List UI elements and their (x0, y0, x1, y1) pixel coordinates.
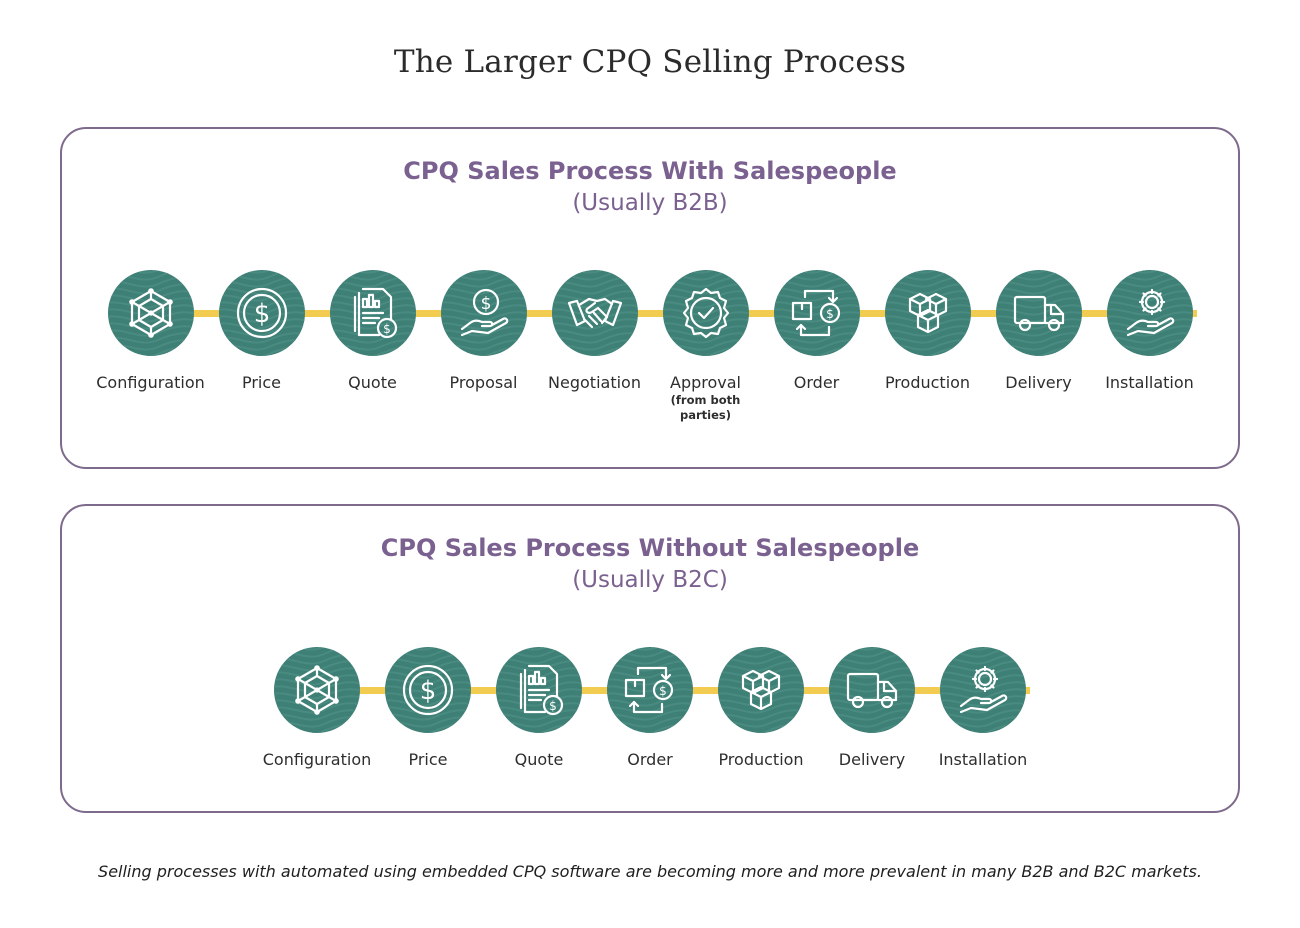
svg-text:$: $ (826, 307, 834, 321)
process-step: Production (706, 647, 817, 769)
process-step: Installation (1094, 270, 1205, 423)
circle-texture (385, 647, 471, 733)
step-circle: $ (440, 270, 527, 356)
hand-gear-icon (1126, 288, 1174, 337)
boxes-icon (908, 292, 947, 334)
hand-gear-icon (959, 665, 1008, 714)
step-label: Production (718, 750, 804, 769)
step-label: Order (627, 750, 673, 769)
step-circle (718, 647, 804, 733)
process-step: Approval (from both parties) (650, 270, 761, 423)
quote-document-icon: $ (519, 664, 564, 716)
process-steps: Configuration $ Price $ Quote $ Order Produ… (62, 647, 1238, 769)
delivery-truck-icon (1013, 295, 1064, 332)
step-label: Price (408, 750, 448, 769)
process-step: $ Quote (484, 647, 595, 769)
step-circle (1106, 270, 1193, 356)
step-circle: $ (385, 647, 471, 733)
process-step: Delivery (817, 647, 928, 769)
step-circle (884, 270, 971, 356)
step-circle: $ (607, 647, 693, 733)
step-label: Order (793, 373, 840, 392)
process-step: Production (872, 270, 983, 423)
process-step: $ Price (206, 270, 317, 423)
panel-with-salespeople: CPQ Sales Process With Salespeople (Usua… (60, 127, 1240, 469)
circle-texture (107, 270, 194, 356)
step-label: Quote (514, 750, 564, 769)
circle-texture (662, 270, 749, 356)
dollar-coin-icon: $ (402, 664, 454, 716)
step-label: Delivery (838, 750, 906, 769)
page-title: The Larger CPQ Selling Process (393, 44, 907, 80)
circle-texture (329, 270, 416, 356)
process-step: $ Quote (317, 270, 428, 423)
step-circle (662, 270, 749, 356)
step-label: Approval (670, 373, 741, 392)
process-steps: Configuration $ Price $ Quote $ Proposal Ne… (62, 270, 1238, 423)
step-label: Proposal (449, 373, 518, 392)
step-circle: $ (329, 270, 416, 356)
network-cube-icon (295, 665, 339, 715)
process-step: $ Price (373, 647, 484, 769)
process-step: $ Order (761, 270, 872, 423)
svg-text:$: $ (480, 294, 491, 314)
hand-coin-icon: $ (460, 288, 508, 337)
process-step: Negotiation (539, 270, 650, 423)
process-step: Delivery (983, 270, 1094, 423)
step-circle: $ (773, 270, 860, 356)
process-step: Installation (928, 647, 1039, 769)
step-label: Configuration (96, 373, 205, 392)
step-circle (995, 270, 1082, 356)
panel-subtitle: (Usually B2C) (572, 567, 728, 593)
network-cube-icon (128, 288, 173, 338)
svg-text:$: $ (549, 699, 557, 713)
panel-title: CPQ Sales Process Without Salespeople (380, 534, 920, 562)
step-label: Price (241, 373, 282, 392)
step-label: Configuration (262, 750, 372, 769)
panel-title: CPQ Sales Process With Salespeople (403, 157, 897, 185)
step-label: Negotiation (548, 373, 641, 392)
svg-text:$: $ (420, 676, 437, 706)
circle-texture (218, 270, 305, 356)
step-label: Production (884, 373, 971, 392)
svg-text:$: $ (253, 299, 270, 329)
figure-caption: Selling processes with automated using e… (98, 862, 1202, 881)
handshake-icon (567, 297, 622, 329)
step-circle: $ (218, 270, 305, 356)
step-circle (829, 647, 915, 733)
step-label: Installation (938, 750, 1028, 769)
process-step: $ Proposal (428, 270, 539, 423)
dollar-coin-icon: $ (236, 287, 287, 339)
step-label: Quote (348, 373, 397, 392)
circle-texture (773, 270, 860, 356)
circle-texture (274, 647, 360, 733)
step-circle (107, 270, 194, 356)
step-circle (274, 647, 360, 733)
circle-texture (718, 647, 804, 733)
panel-without-salespeople: CPQ Sales Process Without Salespeople (U… (60, 504, 1240, 813)
quote-document-icon: $ (353, 287, 397, 339)
order-exchange-icon: $ (791, 289, 840, 337)
svg-text:$: $ (659, 684, 667, 698)
step-label: Installation (1105, 373, 1194, 392)
step-label: Delivery (1005, 373, 1072, 392)
delivery-truck-icon (846, 672, 898, 709)
order-exchange-icon: $ (624, 666, 674, 714)
process-step: Configuration (262, 647, 373, 769)
step-circle (551, 270, 638, 356)
step-sublabel: (from both parties) (670, 393, 741, 422)
boxes-icon (741, 669, 781, 711)
circle-texture (551, 270, 638, 356)
approval-badge-icon (682, 287, 729, 339)
step-circle (940, 647, 1026, 733)
panel-subtitle: (Usually B2B) (572, 190, 728, 216)
step-circle: $ (496, 647, 582, 733)
process-step: $ Order (595, 647, 706, 769)
process-step: Configuration (95, 270, 206, 423)
svg-text:$: $ (383, 322, 391, 336)
